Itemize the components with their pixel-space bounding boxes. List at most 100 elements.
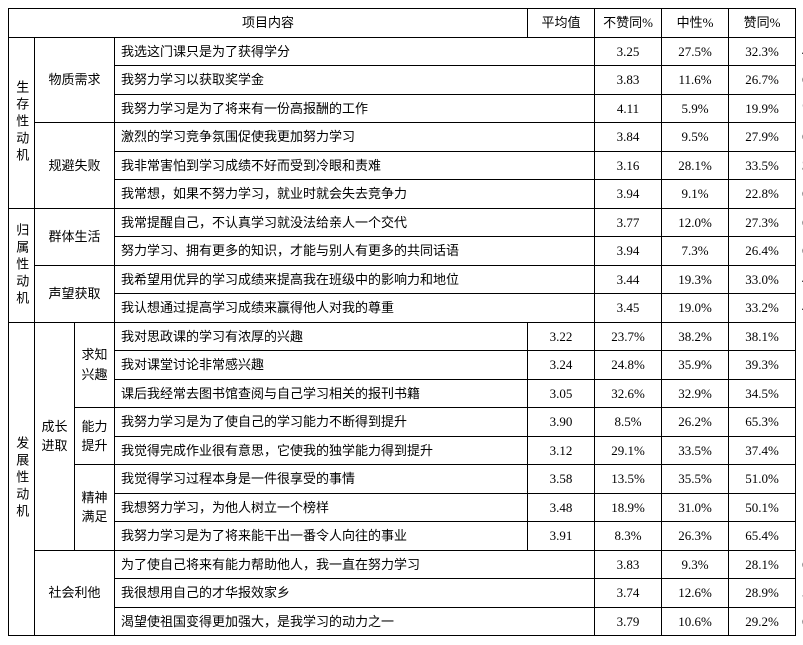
cell-avg: 3.22: [528, 322, 595, 351]
cell-pct: 39.3%: [729, 351, 796, 380]
cat-level2: 规避失败: [35, 123, 115, 209]
table-row: 归属性动机群体生活我常提醒自己，不认真学习就没法给亲人一个交代3.7712.0%…: [9, 208, 796, 237]
cell-pct: 8.5%: [595, 408, 662, 437]
cell-pct: 27.9%: [729, 123, 796, 152]
table-row: 我非常害怕到学习成绩不好而受到冷眼和责难3.1628.1%33.5%38.4%: [9, 151, 796, 180]
cell-avg: 3.83: [595, 550, 662, 579]
item-text: 我非常害怕到学习成绩不好而受到冷眼和责难: [115, 151, 595, 180]
cell-pct: 29.2%: [729, 607, 796, 636]
item-text: 我对课堂讨论非常感兴趣: [115, 351, 528, 380]
cell-pct: 5.9%: [662, 94, 729, 123]
item-text: 我觉得学习过程本身是一件很享受的事情: [115, 465, 528, 494]
survey-table: 项目内容 平均值 不赞同% 中性% 赞同% 生存性动机物质需求我选这门课只是为了…: [8, 8, 796, 636]
cell-pct: 18.9%: [595, 493, 662, 522]
cell-pct: 11.6%: [662, 66, 729, 95]
item-text: 课后我经常去图书馆查阅与自己学习相关的报刊书籍: [115, 379, 528, 408]
cat-level1: 发展性动机: [9, 322, 35, 636]
cat-level3: 求知兴趣: [75, 322, 115, 408]
cell-pct: 28.1%: [729, 550, 796, 579]
item-text: 努力学习、拥有更多的知识，才能与别人有更多的共同话语: [115, 237, 595, 266]
table-row: 我认想通过提高学习成绩来赢得他人对我的尊重3.4519.0%33.2%47.8%: [9, 294, 796, 323]
cat-level3: 能力提升: [75, 408, 115, 465]
cat-level2: 群体生活: [35, 208, 115, 265]
table-row: 我努力学习是为了将来有一份高报酬的工作4.115.9%19.9%74.2%: [9, 94, 796, 123]
table-row: 课后我经常去图书馆查阅与自己学习相关的报刊书籍3.0532.6%32.9%34.…: [9, 379, 796, 408]
item-text: 我常提醒自己，不认真学习就没法给亲人一个交代: [115, 208, 595, 237]
header-row: 项目内容 平均值 不赞同% 中性% 赞同%: [9, 9, 796, 38]
cell-pct: 65.4%: [729, 522, 796, 551]
cell-avg: 3.24: [528, 351, 595, 380]
cell-avg: 3.16: [595, 151, 662, 180]
cell-pct: 13.5%: [595, 465, 662, 494]
cell-pct: 26.7%: [729, 66, 796, 95]
item-text: 我努力学习是为了将来有一份高报酬的工作: [115, 94, 595, 123]
cell-pct: 26.2%: [662, 408, 729, 437]
cell-pct: 7.3%: [662, 237, 729, 266]
cell-pct: 33.5%: [662, 436, 729, 465]
cell-avg: 3.12: [528, 436, 595, 465]
item-text: 我希望用优异的学习成绩来提高我在班级中的影响力和地位: [115, 265, 595, 294]
cell-avg: 3.25: [595, 37, 662, 66]
cell-pct: 34.5%: [729, 379, 796, 408]
cell-avg: 3.74: [595, 579, 662, 608]
hdr-disagree: 不赞同%: [595, 9, 662, 38]
cell-pct: 35.5%: [662, 465, 729, 494]
table-row: 我对课堂讨论非常感兴趣3.2424.8%35.9%39.3%: [9, 351, 796, 380]
cell-pct: 32.3%: [729, 37, 796, 66]
table-row: 发展性动机成长进取求知兴趣我对思政课的学习有浓厚的兴趣3.2223.7%38.2…: [9, 322, 796, 351]
cell-pct: 12.6%: [662, 579, 729, 608]
item-text: 我很想用自己的才华报效家乡: [115, 579, 595, 608]
table-row: 声望获取我希望用优异的学习成绩来提高我在班级中的影响力和地位3.4419.3%3…: [9, 265, 796, 294]
cell-pct: 28.9%: [729, 579, 796, 608]
cell-pct: 24.8%: [595, 351, 662, 380]
cell-avg: 3.45: [595, 294, 662, 323]
cell-pct: 23.7%: [595, 322, 662, 351]
cell-pct: 8.3%: [595, 522, 662, 551]
table-row: 我努力学习是为了将来能干出一番令人向往的事业3.918.3%26.3%65.4%: [9, 522, 796, 551]
table-row: 精神满足我觉得学习过程本身是一件很享受的事情3.5813.5%35.5%51.0…: [9, 465, 796, 494]
item-text: 我努力学习是为了使自己的学习能力不断得到提升: [115, 408, 528, 437]
cell-avg: 3.84: [595, 123, 662, 152]
item-text: 为了使自己将来有能力帮助他人，我一直在努力学习: [115, 550, 595, 579]
cell-pct: 50.1%: [729, 493, 796, 522]
cell-pct: 28.1%: [662, 151, 729, 180]
cell-pct: 32.6%: [595, 379, 662, 408]
hdr-item: 项目内容: [9, 9, 528, 38]
cell-pct: 9.5%: [662, 123, 729, 152]
cell-pct: 33.5%: [729, 151, 796, 180]
table-row: 渴望使祖国变得更加强大，是我学习的动力之一3.7910.6%29.2%60.2%: [9, 607, 796, 636]
cell-pct: 35.9%: [662, 351, 729, 380]
cell-pct: 19.3%: [662, 265, 729, 294]
table-row: 我觉得完成作业很有意思，它使我的独学能力得到提升3.1229.1%33.5%37…: [9, 436, 796, 465]
table-row: 我常想，如果不努力学习，就业时就会失去竞争力3.949.1%22.8%68.1%: [9, 180, 796, 209]
cell-avg: 3.58: [528, 465, 595, 494]
hdr-avg: 平均值: [528, 9, 595, 38]
cell-avg: 3.83: [595, 66, 662, 95]
cell-avg: 3.90: [528, 408, 595, 437]
cat-level1: 生存性动机: [9, 37, 35, 208]
item-text: 渴望使祖国变得更加强大，是我学习的动力之一: [115, 607, 595, 636]
cell-pct: 38.1%: [729, 322, 796, 351]
cat-level2: 社会利他: [35, 550, 115, 636]
cell-pct: 27.5%: [662, 37, 729, 66]
table-row: 努力学习、拥有更多的知识，才能与别人有更多的共同话语3.947.3%26.4%6…: [9, 237, 796, 266]
table-row: 我想努力学习，为他人树立一个榜样3.4818.9%31.0%50.1%: [9, 493, 796, 522]
cell-pct: 26.4%: [729, 237, 796, 266]
cell-avg: 3.91: [528, 522, 595, 551]
hdr-neutral: 中性%: [662, 9, 729, 38]
table-row: 规避失败激烈的学习竞争氛围促使我更加努力学习3.849.5%27.9%62.6%: [9, 123, 796, 152]
cell-avg: 3.05: [528, 379, 595, 408]
table-row: 能力提升我努力学习是为了使自己的学习能力不断得到提升3.908.5%26.2%6…: [9, 408, 796, 437]
item-text: 激烈的学习竞争氛围促使我更加努力学习: [115, 123, 595, 152]
cat-level2: 声望获取: [35, 265, 115, 322]
item-text: 我选这门课只是为了获得学分: [115, 37, 595, 66]
cell-pct: 37.4%: [729, 436, 796, 465]
cell-pct: 9.1%: [662, 180, 729, 209]
cell-avg: 3.48: [528, 493, 595, 522]
cell-pct: 29.1%: [595, 436, 662, 465]
cat-level2: 成长进取: [35, 322, 75, 550]
cat-level2: 物质需求: [35, 37, 115, 123]
item-text: 我努力学习以获取奖学金: [115, 66, 595, 95]
item-text: 我常想，如果不努力学习，就业时就会失去竞争力: [115, 180, 595, 209]
cat-level3: 精神满足: [75, 465, 115, 551]
